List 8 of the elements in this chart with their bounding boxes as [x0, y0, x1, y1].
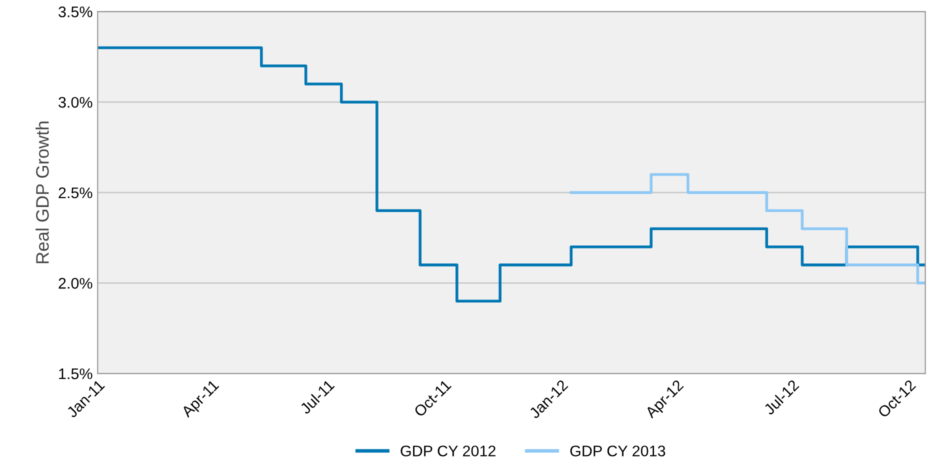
y-tick-label: 2.5%	[58, 187, 92, 198]
y-axis-title: Real GDP Growth	[36, 122, 49, 264]
legend-label: GDP CY 2012	[400, 446, 496, 456]
y-tick-label: 2.0%	[58, 278, 92, 289]
legend-label: GDP CY 2013	[570, 446, 666, 456]
y-tick-label: 1.5%	[59, 368, 92, 380]
y-tick-label: 3.5%	[58, 6, 92, 18]
y-tick-label: 3.0%	[58, 96, 92, 108]
